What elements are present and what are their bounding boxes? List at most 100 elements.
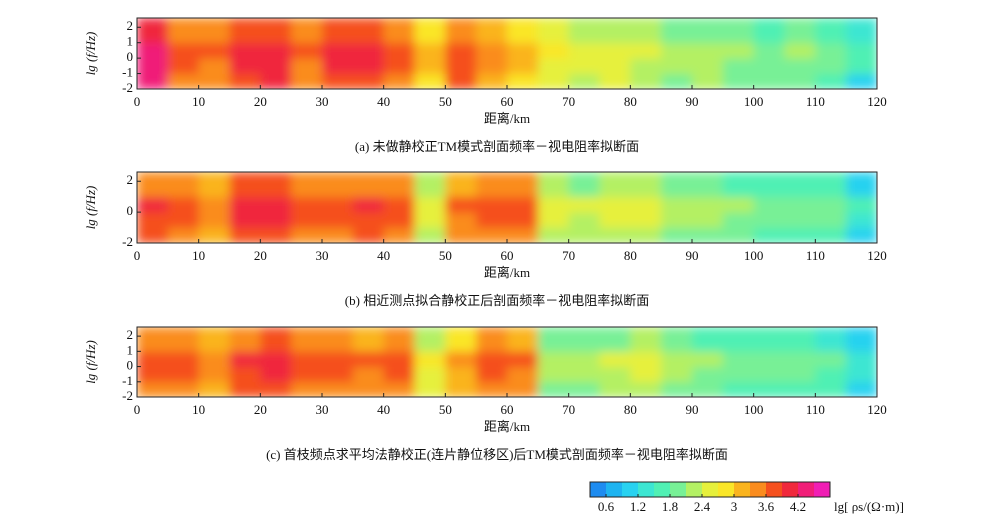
- heat-cell: [661, 58, 693, 75]
- heat-cell: [784, 212, 816, 229]
- heat-cell: [167, 327, 200, 352]
- x-tick-label: 50: [439, 402, 452, 417]
- y-tick-label: 0: [127, 49, 134, 64]
- heat-cell: [722, 227, 755, 243]
- heat-cell: [260, 42, 292, 59]
- heat-cell: [661, 73, 693, 89]
- heat-cell: [815, 172, 847, 198]
- heat-cell: [661, 366, 693, 383]
- heat-cell: [322, 227, 354, 243]
- x-tick-label: 110: [806, 402, 825, 417]
- heat-cell: [229, 73, 261, 89]
- heat-cell: [846, 381, 877, 397]
- heat-cell: [445, 381, 477, 397]
- heat-cell: [692, 58, 724, 75]
- heat-cell: [846, 42, 877, 59]
- y-tick-label: -2: [122, 80, 133, 95]
- x-tick-label: 100: [744, 248, 764, 263]
- heat-cell: [445, 212, 477, 229]
- heat-cell: [383, 366, 415, 383]
- heat-cell: [846, 351, 877, 368]
- heat-cell: [630, 172, 662, 198]
- heat-cell: [753, 327, 785, 352]
- colorbar-tick-label: 4.2: [790, 499, 806, 514]
- x-axis-label: 距离/km: [484, 419, 530, 434]
- heat-cell: [229, 351, 261, 368]
- panel-caption: (c) 首枝频点求平均法静校正(连片静位移区)后TM模式剖面频率－视电阻率拟断面: [266, 447, 728, 462]
- heat-cell: [815, 227, 847, 243]
- heat-cell: [815, 327, 847, 352]
- heat-cell: [815, 212, 847, 229]
- heat-cell: [753, 366, 785, 383]
- heat-cell: [753, 351, 785, 368]
- heat-cell: [137, 381, 169, 397]
- heat-cell: [414, 18, 446, 44]
- heat-cell: [137, 18, 169, 44]
- heat-cell: [568, 172, 600, 198]
- heat-cell: [198, 327, 230, 352]
- heat-cell: [260, 227, 292, 243]
- x-tick-label: 80: [624, 402, 637, 417]
- colorbar-tick-label: 3.6: [758, 499, 775, 514]
- heat-cell: [815, 42, 847, 59]
- heat-cell: [198, 366, 230, 383]
- heat-cell: [445, 172, 477, 198]
- heat-cell: [537, 327, 570, 352]
- heat-cell: [137, 366, 169, 383]
- heat-cell: [167, 172, 200, 198]
- heat-cell: [722, 196, 755, 213]
- heat-cell: [260, 18, 292, 44]
- heat-cell: [599, 42, 631, 59]
- heat-cell: [137, 42, 169, 59]
- heat-cell: [260, 351, 292, 368]
- heat-cell: [568, 327, 600, 352]
- heat-cell: [692, 366, 724, 383]
- heat-cell: [414, 381, 446, 397]
- heat-cell: [599, 172, 631, 198]
- heat-cell: [198, 18, 230, 44]
- heat-cell: [784, 42, 816, 59]
- heat-cell: [137, 327, 169, 352]
- heat-cell: [507, 73, 539, 89]
- heat-cell: [260, 366, 292, 383]
- heat-cell: [445, 351, 477, 368]
- x-tick-label: 60: [501, 94, 514, 109]
- heat-cell: [229, 58, 261, 75]
- x-tick-label: 20: [254, 402, 267, 417]
- x-tick-label: 30: [316, 248, 329, 263]
- heat-cell: [568, 18, 600, 44]
- heat-cell: [291, 381, 323, 397]
- heat-cell: [352, 381, 385, 397]
- x-tick-label: 50: [439, 248, 452, 263]
- y-axis-label: lg (f/Hz): [83, 32, 98, 76]
- heat-cell: [846, 366, 877, 383]
- heat-cell: [568, 73, 600, 89]
- heat-cell: [383, 18, 415, 44]
- y-tick-label: 0: [127, 358, 134, 373]
- x-tick-label: 90: [686, 94, 699, 109]
- heat-cell: [661, 212, 693, 229]
- colorbar-swatch: [670, 482, 687, 497]
- heat-cell: [784, 73, 816, 89]
- heat-cell: [167, 196, 200, 213]
- heat-cell: [692, 196, 724, 213]
- heat-cell: [537, 366, 570, 383]
- heat-cell: [322, 172, 354, 198]
- heat-cell: [507, 212, 539, 229]
- heat-cell: [784, 351, 816, 368]
- heat-cell: [722, 58, 755, 75]
- heat-cell: [198, 172, 230, 198]
- heat-cell: [630, 366, 662, 383]
- heat-cell: [352, 18, 385, 44]
- heat-cell: [137, 196, 169, 213]
- x-tick-label: 30: [316, 402, 329, 417]
- heat-cell: [322, 18, 354, 44]
- heat-cell: [198, 42, 230, 59]
- heat-cell: [476, 212, 508, 229]
- x-tick-label: 90: [686, 402, 699, 417]
- heat-cell: [383, 73, 415, 89]
- heat-cell: [167, 212, 200, 229]
- heat-cell: [414, 73, 446, 89]
- heat-cell: [167, 351, 200, 368]
